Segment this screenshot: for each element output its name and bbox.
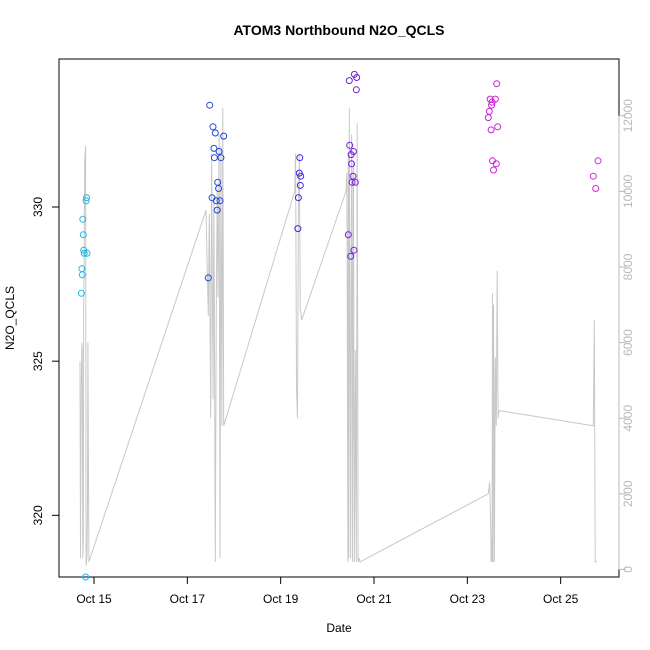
data-point xyxy=(484,114,492,122)
x-tick-label: Oct 19 xyxy=(263,592,299,606)
data-point xyxy=(350,148,357,155)
data-point xyxy=(344,231,352,239)
data-point xyxy=(213,206,221,214)
y-axis-right: 0 2000 4000 6000 8000 10000 12000 xyxy=(618,99,635,573)
data-point xyxy=(490,166,497,174)
data-point xyxy=(215,185,223,192)
data-point xyxy=(347,252,355,260)
x-tick-label: Oct 21 xyxy=(356,592,392,606)
data-point xyxy=(494,123,502,131)
data-point xyxy=(349,172,357,180)
data-point xyxy=(297,172,305,180)
data-point xyxy=(209,123,217,131)
data-point xyxy=(212,197,220,205)
data-point xyxy=(210,154,218,162)
data-point xyxy=(353,74,361,81)
data-point xyxy=(216,197,224,205)
data-point xyxy=(493,80,501,88)
data-point xyxy=(589,172,597,180)
y-tick-label: 325 xyxy=(31,351,45,371)
data-point xyxy=(294,225,302,233)
data-point xyxy=(491,95,499,103)
y2-tick-label: 2000 xyxy=(621,480,635,507)
data-point xyxy=(348,160,356,168)
altitude-line xyxy=(79,108,598,566)
y-tick-label: 330 xyxy=(31,197,45,217)
data-point xyxy=(206,101,214,109)
y2-tick-label: 4000 xyxy=(621,405,635,432)
data-point xyxy=(83,249,91,257)
data-point xyxy=(492,160,500,168)
data-point xyxy=(296,154,304,162)
data-point xyxy=(79,215,87,223)
data-point xyxy=(296,181,304,189)
data-point xyxy=(352,86,360,94)
y2-tick-label: 12000 xyxy=(621,99,635,133)
data-point xyxy=(488,101,496,109)
y2-tick-label: 0 xyxy=(621,566,635,573)
data-point xyxy=(220,132,228,140)
x-axis: Oct 15 Oct 17 Oct 19 Oct 21 Oct 23 Oct 25 xyxy=(76,576,579,606)
data-point xyxy=(82,197,90,205)
chart-title: ATOM3 Northbound N2O_QCLS xyxy=(233,22,444,38)
data-point xyxy=(80,249,88,257)
y2-tick-label: 8000 xyxy=(621,253,635,280)
data-point xyxy=(217,154,225,162)
x-tick-label: Oct 17 xyxy=(170,592,206,606)
y2-tick-label: 10000 xyxy=(621,174,635,208)
data-point xyxy=(211,129,219,137)
data-point xyxy=(82,573,90,581)
data-point xyxy=(77,289,85,297)
data-point xyxy=(594,157,602,165)
data-point xyxy=(294,194,302,202)
y-tick-label: 320 xyxy=(31,505,45,525)
altitude-series xyxy=(79,108,598,566)
data-point xyxy=(350,246,358,254)
data-point xyxy=(214,178,222,186)
data-point xyxy=(351,178,359,186)
x-axis-label: Date xyxy=(326,621,352,635)
n2o-points-series xyxy=(77,70,602,581)
data-point xyxy=(215,148,223,155)
plot-frame xyxy=(58,58,620,578)
x-tick-label: Oct 23 xyxy=(450,592,486,606)
data-point xyxy=(485,107,493,115)
x-tick-label: Oct 15 xyxy=(76,592,112,606)
data-point xyxy=(79,231,87,239)
data-point xyxy=(78,271,86,279)
data-point xyxy=(346,141,354,149)
data-point xyxy=(592,185,600,192)
data-point xyxy=(204,274,212,282)
y-axis-left: 320 325 330 xyxy=(31,197,60,525)
data-point xyxy=(345,77,353,85)
data-point xyxy=(83,194,90,202)
data-point xyxy=(487,126,495,134)
y2-tick-label: 6000 xyxy=(621,329,635,356)
x-tick-label: Oct 25 xyxy=(543,592,579,606)
data-point xyxy=(210,144,218,152)
y-axis-label: N2O_QCLS xyxy=(3,286,17,350)
